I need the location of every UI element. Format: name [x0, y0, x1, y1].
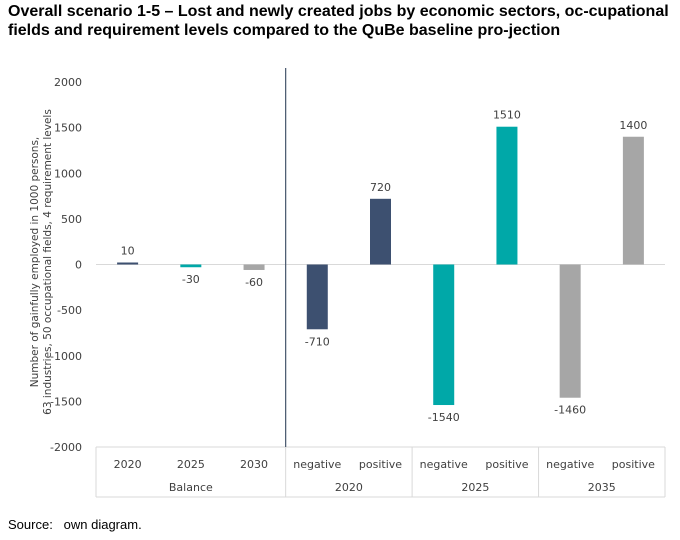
bar — [496, 126, 518, 265]
source-note: Source: own diagram. — [8, 517, 142, 532]
x-group-label: 2035 — [588, 481, 616, 494]
x-axis-categories: 2020 2025 2030 negative positive negative posi… — [114, 458, 656, 471]
bar-chart: Number of gainfully employed in 1000 per… — [29, 68, 666, 498]
bar — [243, 264, 265, 270]
bar — [433, 264, 455, 406]
y-tick-label: -1000 — [50, 350, 82, 363]
bar-series — [117, 126, 644, 406]
data-label: 1510 — [493, 109, 521, 122]
y-axis-title-line: Number of gainfully employed in 1000 per… — [29, 137, 41, 388]
x-category-label: positive — [612, 458, 655, 471]
x-category-label: 2020 — [114, 458, 142, 471]
y-tick-label: 500 — [61, 213, 82, 226]
y-axis-title: Number of gainfully employed in 1000 per… — [29, 109, 54, 415]
x-category-label: positive — [359, 458, 402, 471]
x-group-label: Balance — [169, 481, 213, 494]
y-tick-label: -2000 — [50, 441, 82, 454]
y-tick-label: -1500 — [50, 395, 82, 408]
bar — [306, 264, 328, 330]
y-tick-label: 0 — [75, 259, 82, 272]
x-category-label: 2030 — [240, 458, 268, 471]
data-label: 1400 — [619, 119, 647, 132]
data-label: -1540 — [428, 411, 460, 424]
chart-title: Overall scenario 1-5 – Lost and newly cr… — [8, 3, 669, 39]
x-category-label: negative — [546, 458, 594, 471]
y-axis-ticks: 2000 1500 1000 500 0 -500 -1000 -1500 -2000 — [50, 76, 82, 454]
x-category-label: 2025 — [177, 458, 205, 471]
bar — [622, 136, 644, 265]
x-category-label: positive — [485, 458, 528, 471]
data-label: -710 — [305, 335, 330, 348]
y-axis-label: Number of gainfully employed in 1000 per… — [29, 109, 54, 415]
data-label: -1460 — [554, 404, 586, 417]
data-labels: 10 -30 -60 -710 720 -1540 1510 -1460 1400 — [121, 109, 648, 424]
y-tick-label: -500 — [57, 304, 82, 317]
y-axis-title-line: 63 industries, 50 occupational fields, 4… — [42, 109, 54, 415]
y-tick-label: 2000 — [54, 76, 82, 89]
bar — [370, 198, 391, 265]
x-group-label: 2020 — [335, 481, 363, 494]
x-category-label: negative — [293, 458, 341, 471]
data-label: 720 — [370, 181, 391, 194]
x-category-label: negative — [420, 458, 468, 471]
data-label: -30 — [182, 273, 200, 286]
data-label: -60 — [245, 276, 263, 289]
data-label: 10 — [121, 245, 135, 258]
bar — [180, 264, 202, 268]
x-axis-groups: Balance 2020 2025 2035 — [169, 481, 616, 494]
x-group-label: 2025 — [461, 481, 489, 494]
y-tick-label: 1000 — [54, 167, 82, 180]
bar — [559, 264, 581, 398]
y-tick-label: 1500 — [54, 122, 82, 135]
bar — [117, 262, 139, 265]
